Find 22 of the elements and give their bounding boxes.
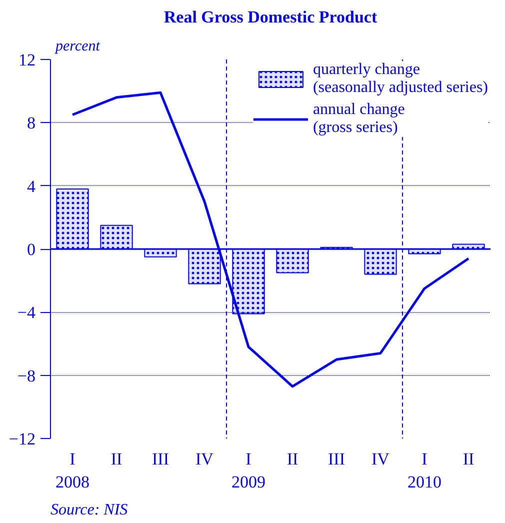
x-tick-label: I 2009 (232, 450, 266, 492)
x-tick-label: IV (196, 450, 214, 468)
y-tick-label: −12 (8, 430, 36, 448)
x-tick-label: III (152, 450, 170, 468)
x-tick-label: IV (372, 450, 390, 468)
y-tick-label: 8 (27, 114, 36, 133)
x-tick-label: I 2010 (408, 450, 442, 492)
x-tick-label: II (110, 450, 122, 468)
y-tick-label: 0 (27, 240, 36, 259)
x-tick-label: II (286, 450, 298, 468)
y-tick-label: 12 (18, 50, 36, 70)
y-tick-label: 4 (27, 176, 36, 196)
legend-label: annual change (gross series) (312, 101, 405, 137)
x-tick-label: II (462, 450, 474, 468)
legend-label: quarterly change (seasonally adjusted series) (312, 61, 488, 97)
x-tick-label: I 2008 (56, 450, 90, 492)
source-note: Source: NIS (50, 502, 128, 518)
y-tick-label: −8 (17, 366, 36, 386)
y-axis-title: percent (54, 38, 101, 54)
chart-title: Real Gross Domestic Product (164, 8, 378, 26)
y-tick-label: −4 (17, 303, 36, 322)
x-tick-label: III (328, 450, 346, 468)
